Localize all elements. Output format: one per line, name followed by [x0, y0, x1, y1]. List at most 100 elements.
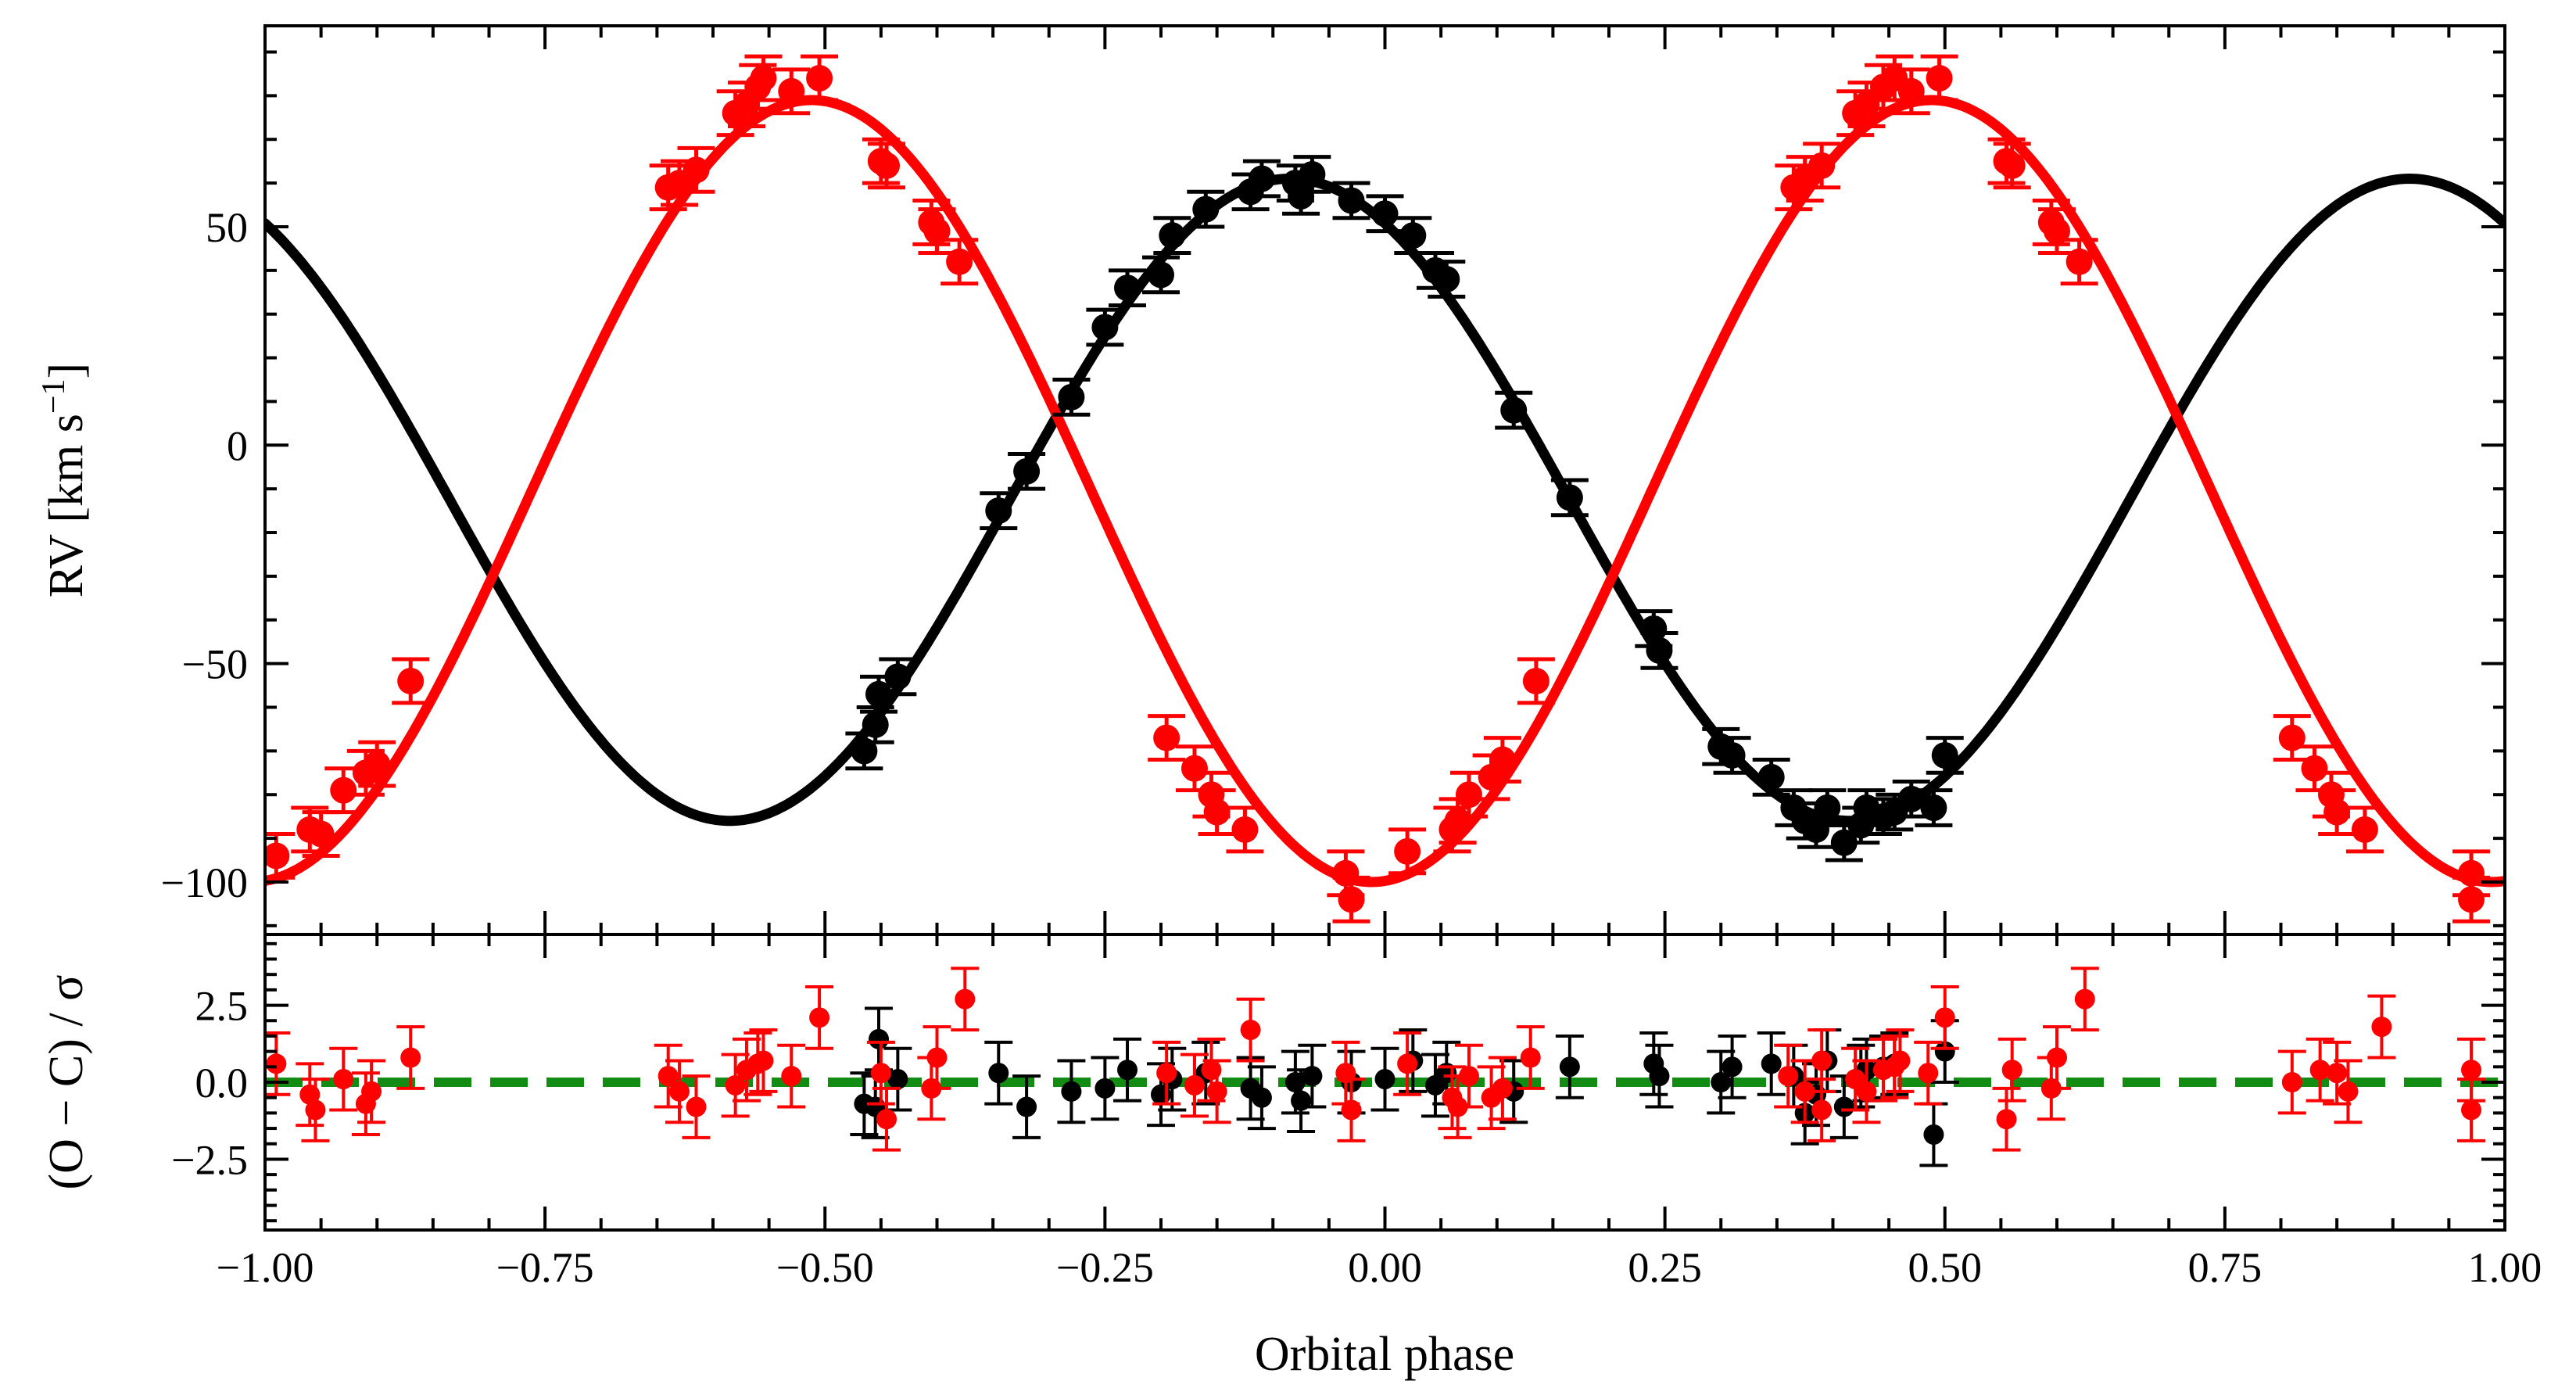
- x-tick-label: −1.00: [217, 1244, 314, 1291]
- secondary-residual-point: [926, 1047, 948, 1068]
- primary-rv-point: [1288, 182, 1315, 210]
- primary-rv-point: [1556, 484, 1583, 511]
- secondary-residual-point: [1492, 1078, 1513, 1099]
- secondary-residual-point: [657, 1066, 679, 1087]
- secondary-rv-point: [2323, 798, 2351, 826]
- secondary-rv-point: [778, 77, 805, 105]
- primary-rv-point: [1803, 816, 1830, 843]
- residual-panel: −2.5 0.0 2.5 −1.00 −0.75 −0.50 −0.25 0.00 0.25 0…: [40, 933, 2542, 1381]
- secondary-residual-point: [1156, 1063, 1177, 1084]
- secondary-residual-point: [876, 1109, 897, 1130]
- primary-rv-point: [1148, 261, 1174, 289]
- secondary-residual-point: [2001, 1060, 2022, 1081]
- secondary-residual-point: [2461, 1060, 2482, 1081]
- primary-rv-point: [1248, 165, 1275, 192]
- secondary-residual-point: [1890, 1050, 1911, 1071]
- secondary-residual-point: [2281, 1072, 2302, 1092]
- secondary-rv-point: [1181, 755, 1208, 782]
- primary-residual-point: [1016, 1096, 1037, 1117]
- x-tick-label: 0.00: [1348, 1244, 1422, 1291]
- x-tick-label: 1.00: [2468, 1244, 2542, 1291]
- primary-residual-point: [1833, 1096, 1854, 1117]
- primary-rv-point: [1371, 200, 1399, 228]
- primary-rv-point: [865, 680, 893, 708]
- secondary-residual-point: [266, 1053, 287, 1074]
- rv-y-axis-title: RV [km s−1]: [36, 363, 93, 597]
- primary-rv-point: [1192, 195, 1220, 223]
- x-tick-label: −0.75: [496, 1244, 594, 1291]
- residual-axis-ticks: [263, 934, 2506, 1230]
- secondary-rv-point: [1332, 859, 1360, 887]
- primary-rv-point: [1757, 763, 1785, 791]
- secondary-rv-point: [683, 156, 710, 184]
- secondary-rv-point: [1853, 91, 1880, 118]
- secondary-residual-point: [1184, 1074, 1205, 1096]
- secondary-residual-point: [333, 1069, 354, 1090]
- secondary-rv-point: [2351, 816, 2378, 843]
- primary-residual-point: [887, 1069, 908, 1090]
- residual-y-tick-labels: −2.5 0.0 2.5: [171, 983, 248, 1184]
- primary-residual-point: [1761, 1053, 1782, 1074]
- primary-rv-point: [1159, 222, 1186, 249]
- secondary-residual-point: [955, 988, 976, 1009]
- secondary-rv-point: [1522, 667, 1550, 694]
- secondary-rv-point: [265, 842, 290, 870]
- residual-y-tick-label: 0.0: [195, 1060, 249, 1106]
- primary-rv-point: [1920, 794, 1947, 821]
- secondary-residual-point: [2309, 1060, 2331, 1081]
- secondary-residual-point: [1811, 1050, 1833, 1071]
- rv-y-tick-label: 50: [206, 204, 248, 251]
- rv-y-tick-label: 0: [227, 422, 248, 469]
- primary-rv-point: [1897, 785, 1925, 812]
- x-tick-label: 0.25: [1628, 1244, 1702, 1291]
- rv-y-tick-label: −100: [161, 859, 248, 906]
- secondary-rv-point: [750, 65, 777, 92]
- secondary-rv-point: [2458, 886, 2485, 913]
- secondary-rv-point: [1926, 65, 1953, 92]
- primary-rv-point: [1338, 187, 1365, 214]
- residual-y-axis-title: (O − C) / σ: [40, 974, 93, 1189]
- secondary-rv-point: [946, 248, 973, 275]
- secondary-residual-point: [1206, 1081, 1227, 1102]
- primary-residual-point: [1649, 1066, 1670, 1087]
- primary-residual-point: [869, 1028, 890, 1049]
- primary-rv-point: [1931, 741, 1958, 769]
- secondary-residual-point: [1918, 1063, 1939, 1084]
- secondary-residual-point: [753, 1050, 774, 1071]
- primary-rv-point: [1500, 396, 1528, 424]
- primary-residual-point: [988, 1063, 1009, 1084]
- secondary-residual-point: [1856, 1081, 1877, 1102]
- secondary-residual-point: [1811, 1099, 1833, 1121]
- primary-rv-point: [1718, 741, 1746, 769]
- primary-rv-point: [884, 663, 912, 690]
- rv-y-tick-label: −50: [182, 641, 248, 688]
- primary-residual-point: [1061, 1081, 1082, 1102]
- secondary-residual-point: [1794, 1081, 1815, 1102]
- residual-y-tick-label: −2.5: [171, 1136, 248, 1183]
- secondary-residual-point: [305, 1099, 326, 1121]
- secondary-model-curve: [265, 95, 2505, 888]
- secondary-rv-point: [1897, 77, 1925, 105]
- primary-residual-point: [1251, 1087, 1272, 1108]
- secondary-rv-point: [1808, 152, 1836, 179]
- secondary-rv-point: [873, 152, 901, 179]
- rv-plot-area: [265, 54, 2505, 923]
- secondary-residual-point: [809, 1007, 830, 1028]
- primary-rv-point: [1058, 383, 1085, 411]
- secondary-residual-point: [781, 1066, 802, 1087]
- secondary-rv-point: [307, 820, 335, 848]
- primary-residual-point: [1711, 1072, 1732, 1092]
- primary-rv-point: [862, 711, 889, 738]
- secondary-residual-point: [686, 1096, 707, 1117]
- x-tick-label: 0.75: [2188, 1244, 2263, 1291]
- secondary-rv-point: [2278, 724, 2306, 751]
- x-axis-title: Orbital phase: [1255, 1328, 1514, 1381]
- secondary-residual-point: [2371, 1017, 2392, 1038]
- secondary-rv-point: [364, 751, 391, 778]
- secondary-residual-point: [1458, 1066, 1479, 1087]
- primary-rv-point: [1814, 794, 1841, 821]
- secondary-rv-point: [806, 65, 833, 92]
- rv-axis-ticks: [263, 26, 2506, 934]
- secondary-residual-point: [2327, 1063, 2348, 1084]
